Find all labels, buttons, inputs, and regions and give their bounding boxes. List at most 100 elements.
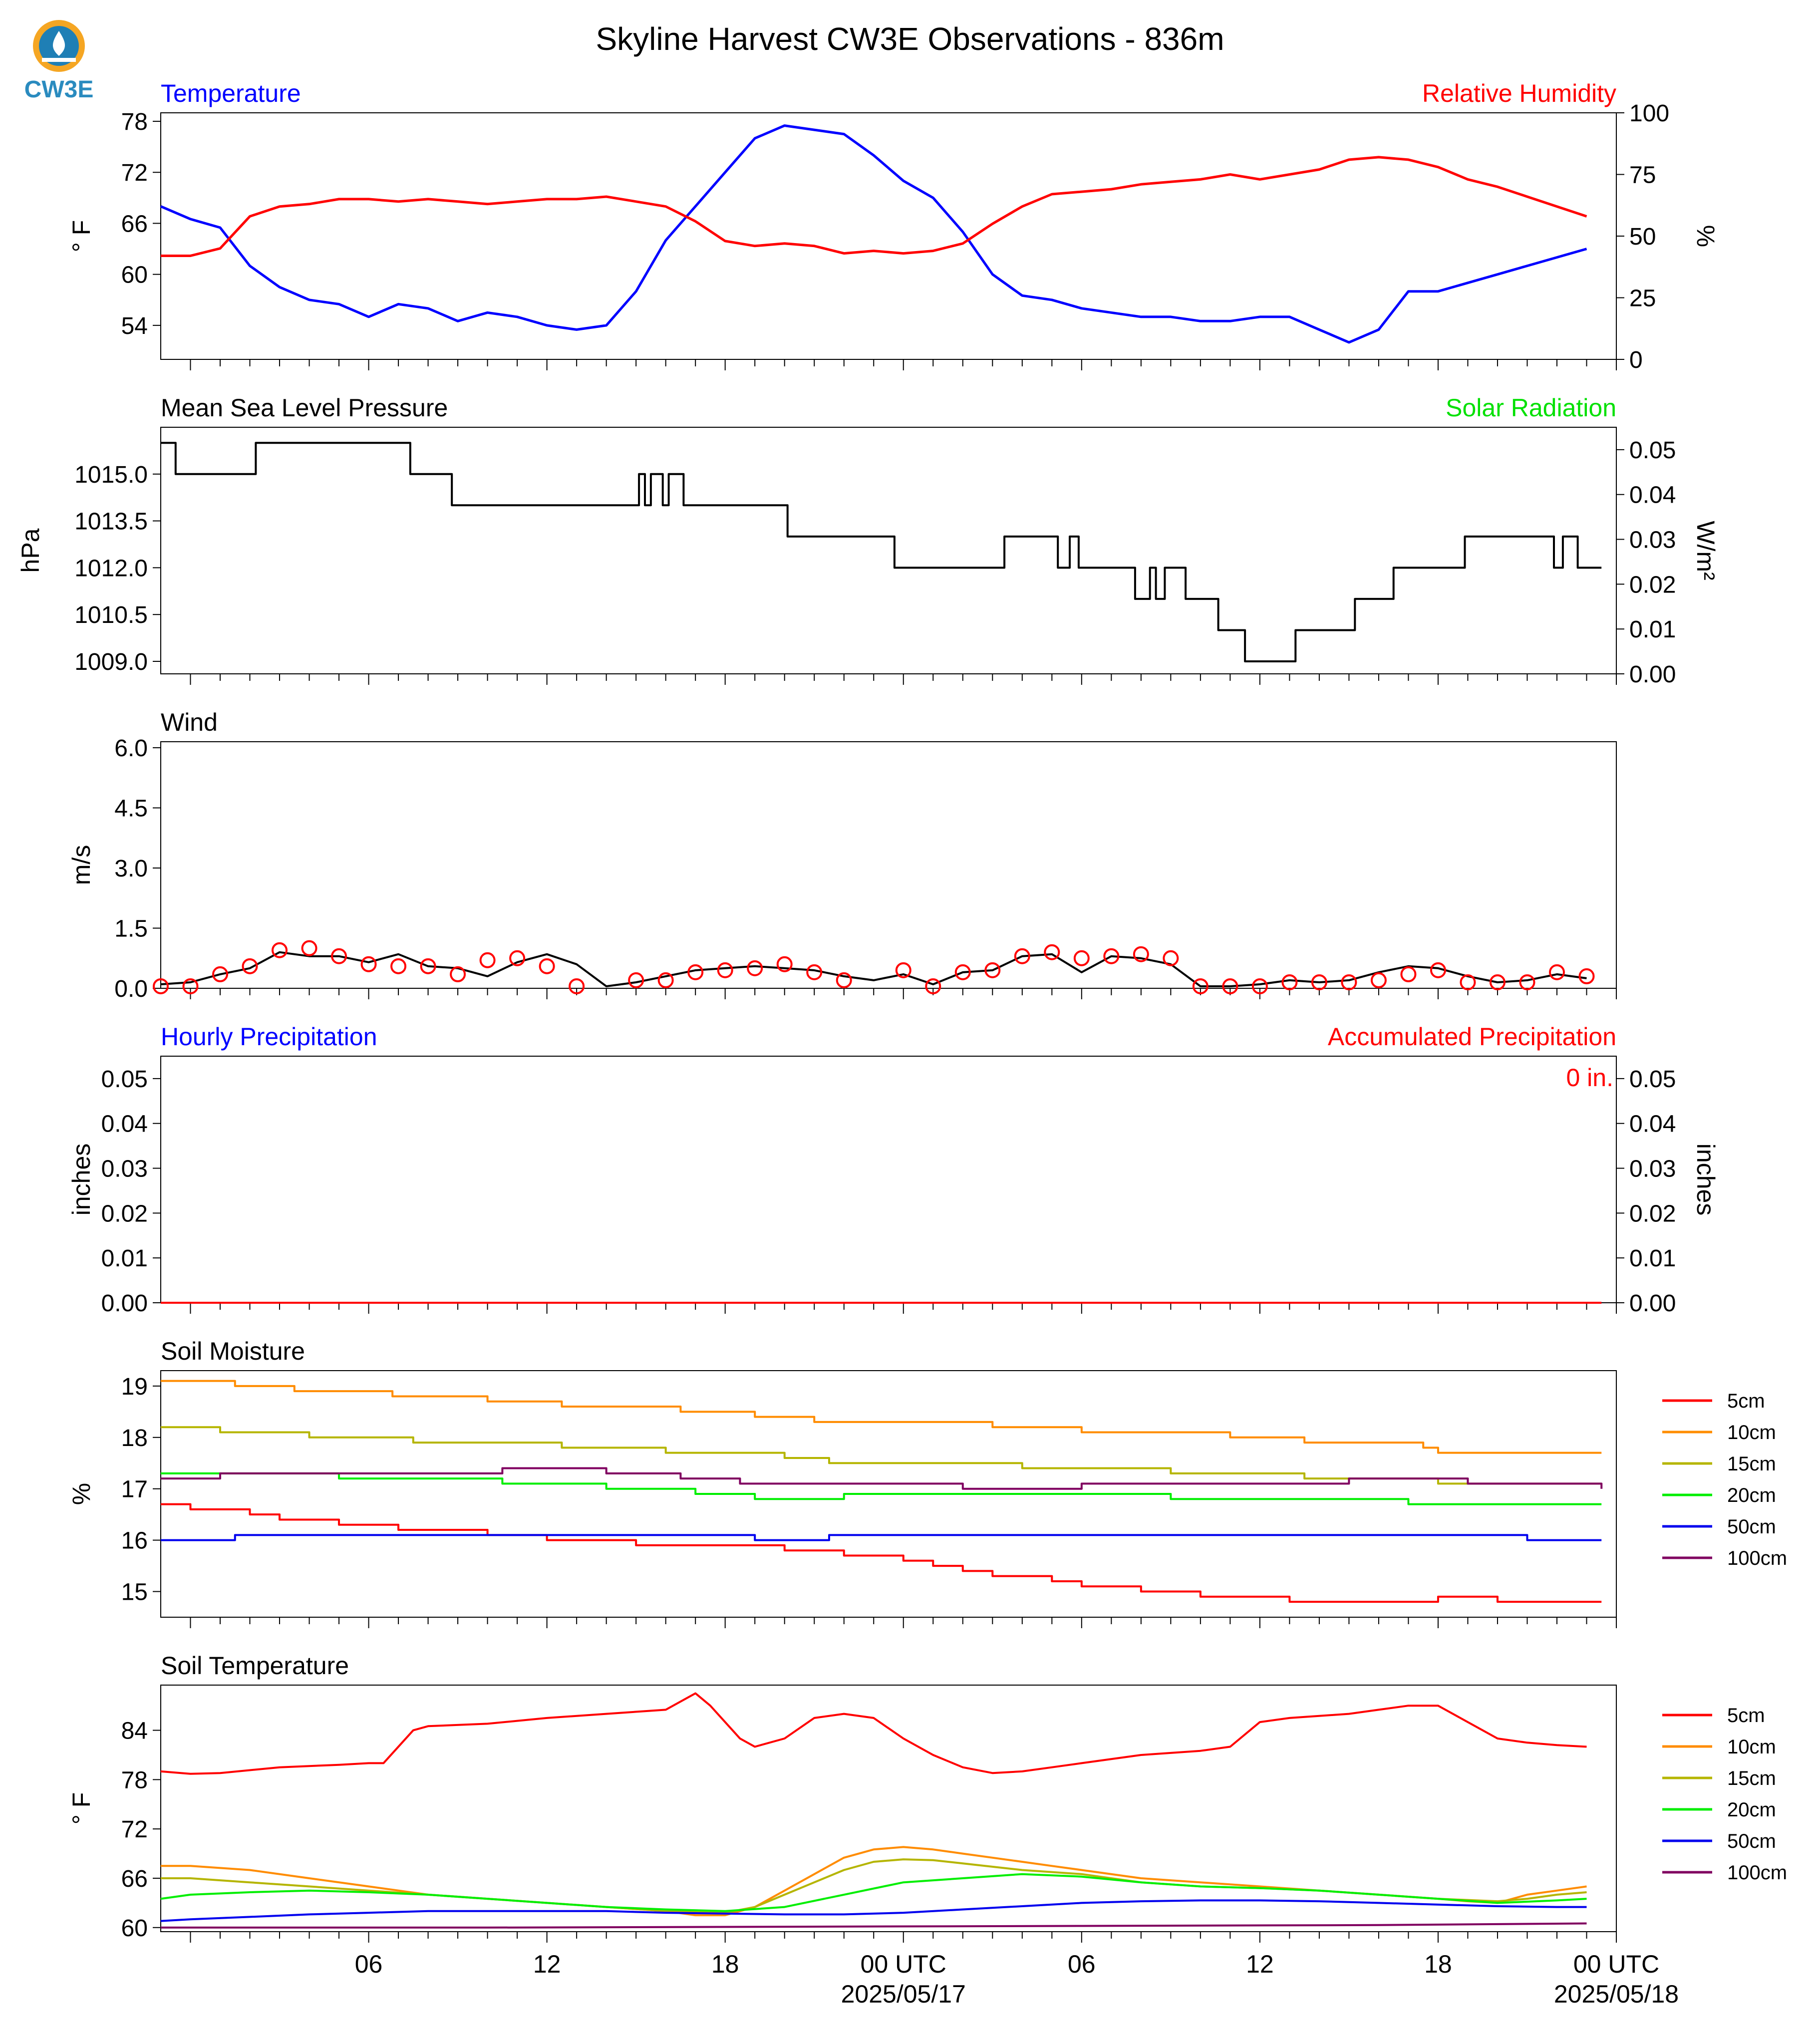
wind-gust-marker <box>450 966 466 982</box>
legend-label: 20cm <box>1727 1799 1776 1821</box>
legend-label: 50cm <box>1727 1830 1776 1852</box>
panels: Temperature Relative Humidity 54 60 66 72 78 0 2… <box>16 79 1787 2008</box>
series-line-20cm <box>160 1873 1587 1912</box>
legend-item: 50cm <box>1662 1830 1776 1852</box>
wind-gust-marker <box>717 962 733 978</box>
y-tick-label-right: 0.05 <box>1629 437 1676 464</box>
logo-wave <box>42 58 76 62</box>
y-axis-title-left: inches <box>67 1144 95 1216</box>
y-tick-label-left: 0.05 <box>101 1066 148 1093</box>
wind-gust-marker <box>925 978 941 994</box>
y-tick-label-left: 78 <box>121 109 148 135</box>
x-tick-label: 18 <box>1424 1950 1452 1978</box>
y-tick-label-left: 1010.5 <box>74 602 148 628</box>
wind-gust-marker <box>1251 978 1268 994</box>
y-tick-label-right: 75 <box>1629 162 1656 189</box>
series-line-100cm <box>161 1922 1587 1929</box>
legend-label: 15cm <box>1727 1453 1776 1475</box>
wind-gust-marker <box>1281 974 1298 990</box>
series-line-50cm <box>161 1534 1602 1541</box>
y-tick-label-left: 0.00 <box>101 1290 148 1317</box>
logo-text: CW3E <box>24 76 94 103</box>
y-axis-title-right: % <box>1692 225 1720 247</box>
legend-item: 5cm <box>1662 1705 1765 1727</box>
y-tick-label-right: 0.01 <box>1629 1245 1676 1272</box>
panel-pressure: Mean Sea Level Pressure Solar Radiation 10… <box>16 394 1720 688</box>
wind-gust-marker <box>539 958 555 974</box>
wind-gust-marker <box>1044 944 1060 960</box>
wind-gust-marker <box>1460 974 1476 990</box>
x-tick-label: 06 <box>1068 1950 1096 1978</box>
y-tick-label-left: 0.04 <box>101 1111 148 1138</box>
x-tick-label: 00 UTC <box>1573 1950 1659 1978</box>
y-tick-label-right: 0.01 <box>1629 616 1676 643</box>
panel-frame <box>160 1370 1617 1618</box>
y-tick-label-left: 16 <box>121 1528 148 1554</box>
panel-title-left: Temperature <box>161 79 301 107</box>
wind-gust-marker <box>1548 964 1565 980</box>
series-line-50cm <box>160 1899 1587 1922</box>
y-tick-label-right: 0.00 <box>1629 661 1676 688</box>
y-tick-label-right: 50 <box>1629 224 1656 250</box>
legend-item: 10cm <box>1662 1736 1776 1758</box>
wind-gust-marker <box>242 958 258 974</box>
legend-item: 10cm <box>1662 1422 1776 1444</box>
wind-gust-marker <box>1430 962 1446 978</box>
y-tick-label-left: 78 <box>121 1767 148 1793</box>
x-tick-label: 18 <box>711 1950 739 1978</box>
panel-title-left: Mean Sea Level Pressure <box>161 394 448 422</box>
legend-label: 50cm <box>1727 1516 1776 1538</box>
y-tick-label-right: 0.02 <box>1629 572 1676 598</box>
y-axis-title-left: hPa <box>16 528 44 573</box>
y-tick-label-left: 72 <box>121 160 148 186</box>
series-line-20cm <box>161 1472 1602 1505</box>
y-axis-title-left: % <box>67 1483 95 1505</box>
panel-title-left: Hourly Precipitation <box>161 1023 377 1051</box>
y-tick-label-right: 0 <box>1629 347 1643 373</box>
wind-gust-marker <box>509 950 526 966</box>
legend-label: 10cm <box>1727 1736 1776 1758</box>
legend-item: 20cm <box>1662 1799 1776 1821</box>
y-tick-label-left: 0.03 <box>101 1156 148 1182</box>
y-axis-title-right: inches <box>1692 1144 1720 1216</box>
panel-title-right: Accumulated Precipitation <box>1328 1023 1616 1051</box>
figure-title: Skyline Harvest CW3E Observations - 836m <box>596 21 1224 57</box>
y-tick-label-left: 0.0 <box>114 976 148 1002</box>
y-tick-label-left: 1009.0 <box>74 649 148 675</box>
legend-item: 15cm <box>1662 1453 1776 1475</box>
x-tick-label: 06 <box>355 1950 383 1978</box>
wind-gust-marker <box>1133 946 1149 962</box>
accumulated-total-label: 0 in. <box>1566 1064 1613 1092</box>
legend-label: 10cm <box>1727 1422 1776 1444</box>
wind-gust-marker <box>1222 978 1238 994</box>
legend-label: 5cm <box>1727 1390 1765 1412</box>
x-tick-label: 00 UTC <box>861 1950 946 1978</box>
y-tick-label-left: 60 <box>121 262 148 289</box>
panel-soil_moisture: Soil Moisture 15 16 17 18 19% 5cm 10cm 15cm 20cm 5… <box>67 1337 1787 1628</box>
panel-wind: Wind 0.0 1.5 3.0 4.5 6.0 m/s <box>67 708 1617 1002</box>
wind-gust-marker <box>1073 950 1090 966</box>
wind-gust-marker <box>1489 974 1506 990</box>
wind-gust-marker <box>836 972 852 988</box>
wind-gust-marker <box>687 964 704 980</box>
y-tick-label-right: 0.04 <box>1629 482 1676 509</box>
wind-gust-marker <box>390 958 407 974</box>
wind-gust-marker <box>1400 966 1417 982</box>
panel-title-left: Wind <box>161 708 218 736</box>
x-tick-label: 12 <box>1246 1950 1274 1978</box>
wind-gust-marker <box>776 956 793 972</box>
wind-gust-marker <box>984 962 1001 978</box>
legend-item: 100cm <box>1662 1547 1787 1569</box>
wind-gust-marker <box>1370 972 1387 988</box>
cw3e-logo: CW3E <box>24 20 94 103</box>
wind-gust-marker <box>1163 950 1179 966</box>
wind-gust-marker <box>1341 974 1357 990</box>
y-tick-label-left: 1015.0 <box>74 462 148 488</box>
y-tick-label-right: 25 <box>1629 286 1656 312</box>
y-tick-label-left: 6.0 <box>114 735 148 762</box>
y-tick-label-right: 0.03 <box>1629 1156 1676 1182</box>
wind-gust-marker <box>360 956 377 972</box>
y-tick-label-right: 0.03 <box>1629 527 1676 554</box>
wind-gust-marker <box>1311 974 1327 990</box>
